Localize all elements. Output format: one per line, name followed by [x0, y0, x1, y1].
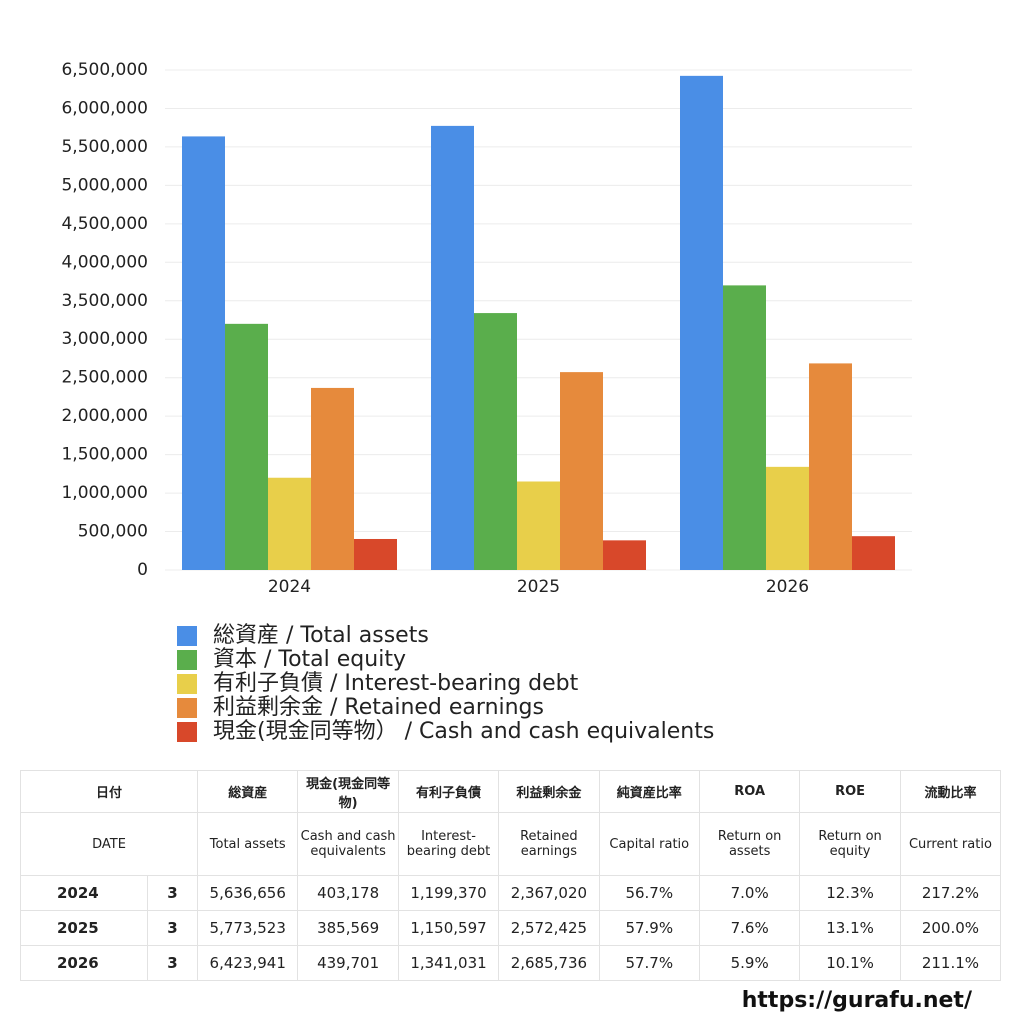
y-tick-label: 1,000,000: [61, 483, 148, 503]
y-tick-label: 2,500,000: [61, 368, 148, 388]
header-cell: Capital ratio: [598, 812, 700, 876]
y-tick-label: 3,000,000: [61, 329, 148, 349]
table-cell: 403,178: [297, 875, 399, 911]
legend-label: 総資産 / Total assets: [213, 623, 429, 648]
bar: [680, 75, 723, 570]
bar: [354, 538, 397, 570]
legend-label: 現金(現金同等物） / Cash and cash equivalents: [213, 719, 714, 744]
table-cell: 2024: [20, 875, 148, 911]
table-cell: 2,685,736: [498, 945, 600, 981]
header-cell: Total assets: [197, 812, 299, 876]
table-cell: 3: [146, 945, 199, 981]
table-cell: 57.7%: [598, 945, 700, 981]
header-cell: 現金(現金同等物): [297, 770, 399, 813]
header-cell: Interest-bearing debt: [397, 812, 500, 876]
x-tick-label: 2026: [766, 577, 809, 597]
y-tick-label: 6,000,000: [61, 98, 148, 118]
y-tick-label: 5,500,000: [61, 137, 148, 157]
y-tick-label: 0: [137, 560, 148, 580]
table-cell: 7.6%: [698, 910, 801, 946]
table-cell: 200.0%: [899, 910, 1002, 946]
header-cell: 流動比率: [899, 770, 1002, 813]
chart: 0 500,000 1,000,000 1,500,000 2,000,000 2,500…: [61, 60, 912, 744]
y-tick-label: 6,500,000: [61, 60, 148, 80]
bar: [852, 536, 895, 570]
table-cell: 2,367,020: [498, 875, 600, 911]
y-tick-label: 1,500,000: [61, 445, 148, 465]
bar: [225, 323, 268, 570]
table-cell: 3: [146, 910, 199, 946]
table-cell: 217.2%: [899, 875, 1002, 911]
legend-label: 利益剰余金 / Retained earnings: [213, 695, 544, 720]
table-cell: 5.9%: [698, 945, 801, 981]
table-cell: 5,773,523: [197, 910, 299, 946]
table-cell: 3: [146, 875, 199, 911]
bar: [311, 387, 354, 570]
bar: [431, 125, 474, 570]
legend-swatch: [177, 626, 197, 646]
header-cell: ROE: [799, 770, 901, 813]
data-row: 2026 3 6,423,941 439,701 1,341,031 2,685,736 5…: [20, 945, 1002, 981]
footer-url: https://gurafu.net/: [741, 988, 972, 1013]
bar: [809, 363, 852, 570]
data-row: 2025 3 5,773,523 385,569 1,150,597 2,572,425 5…: [20, 910, 1002, 946]
header-cell: Retained earnings: [498, 812, 600, 876]
table-cell: 2025: [20, 910, 148, 946]
table-cell: 1,341,031: [397, 945, 500, 981]
y-tick-label: 4,500,000: [61, 214, 148, 234]
table-cell: 13.1%: [799, 910, 901, 946]
y-tick-label: 4,000,000: [61, 252, 148, 272]
header-cell: 有利子負債: [397, 770, 500, 813]
table-cell: 211.1%: [899, 945, 1002, 981]
y-tick-label: 2,000,000: [61, 406, 148, 426]
table-cell: 5,636,656: [197, 875, 299, 911]
bar: [723, 285, 766, 570]
legend-label: 資本 / Total equity: [213, 647, 406, 672]
header-cell: Cash and cash equivalents: [297, 812, 399, 876]
data-table: 日付 総資産 現金(現金同等物) 有利子負債 利益剰余金 純資産比率 ROA ROE 流動比率 D…: [19, 770, 1002, 981]
header-cell: 日付: [19, 770, 199, 813]
table-cell: 1,150,597: [397, 910, 500, 946]
bar: [560, 372, 603, 570]
data-row: 2024 3 5,636,656 403,178 1,199,370 2,367,020 5…: [20, 875, 1002, 911]
table-cell: 6,423,941: [197, 945, 299, 981]
bar: [603, 540, 646, 570]
legend-swatch: [177, 722, 197, 742]
table-cell: 2026: [20, 945, 148, 981]
table-cell: 439,701: [297, 945, 399, 981]
table-cell: 56.7%: [598, 875, 700, 911]
bar: [766, 466, 809, 570]
header-row: DATE Total assets Cash and cash equivalent…: [19, 812, 1002, 876]
header-cell: DATE: [19, 812, 199, 876]
header-cell: 純資産比率: [598, 770, 700, 813]
header-cell: Current ratio: [899, 812, 1002, 876]
header-cell: Return on equity: [799, 812, 901, 876]
bar: [268, 477, 311, 570]
bar: [517, 481, 560, 570]
header-cell: 利益剰余金: [498, 770, 600, 813]
table-cell: 57.9%: [598, 910, 700, 946]
legend-swatch: [177, 650, 197, 670]
bar: [182, 136, 225, 570]
table-cell: 2,572,425: [498, 910, 600, 946]
header-cell: ROA: [698, 770, 801, 813]
table-cell: 385,569: [297, 910, 399, 946]
y-tick-label: 3,500,000: [61, 291, 148, 311]
table-cell: 12.3%: [799, 875, 901, 911]
x-tick-label: 2025: [517, 577, 560, 597]
table-cell: 7.0%: [698, 875, 801, 911]
legend-swatch: [177, 698, 197, 718]
table-cell: 1,199,370: [397, 875, 500, 911]
table-cell: 10.1%: [799, 945, 901, 981]
legend-label: 有利子負債 / Interest-bearing debt: [213, 671, 579, 696]
legend-swatch: [177, 674, 197, 694]
y-tick-label: 5,000,000: [61, 175, 148, 195]
header-row: 日付 総資産 現金(現金同等物) 有利子負債 利益剰余金 純資産比率 ROA ROE 流動比率: [19, 770, 1002, 813]
header-cell: 総資産: [197, 770, 299, 813]
header-cell: Return on assets: [698, 812, 801, 876]
y-tick-label: 500,000: [78, 522, 148, 542]
bar: [474, 313, 517, 570]
x-tick-label: 2024: [268, 577, 311, 597]
